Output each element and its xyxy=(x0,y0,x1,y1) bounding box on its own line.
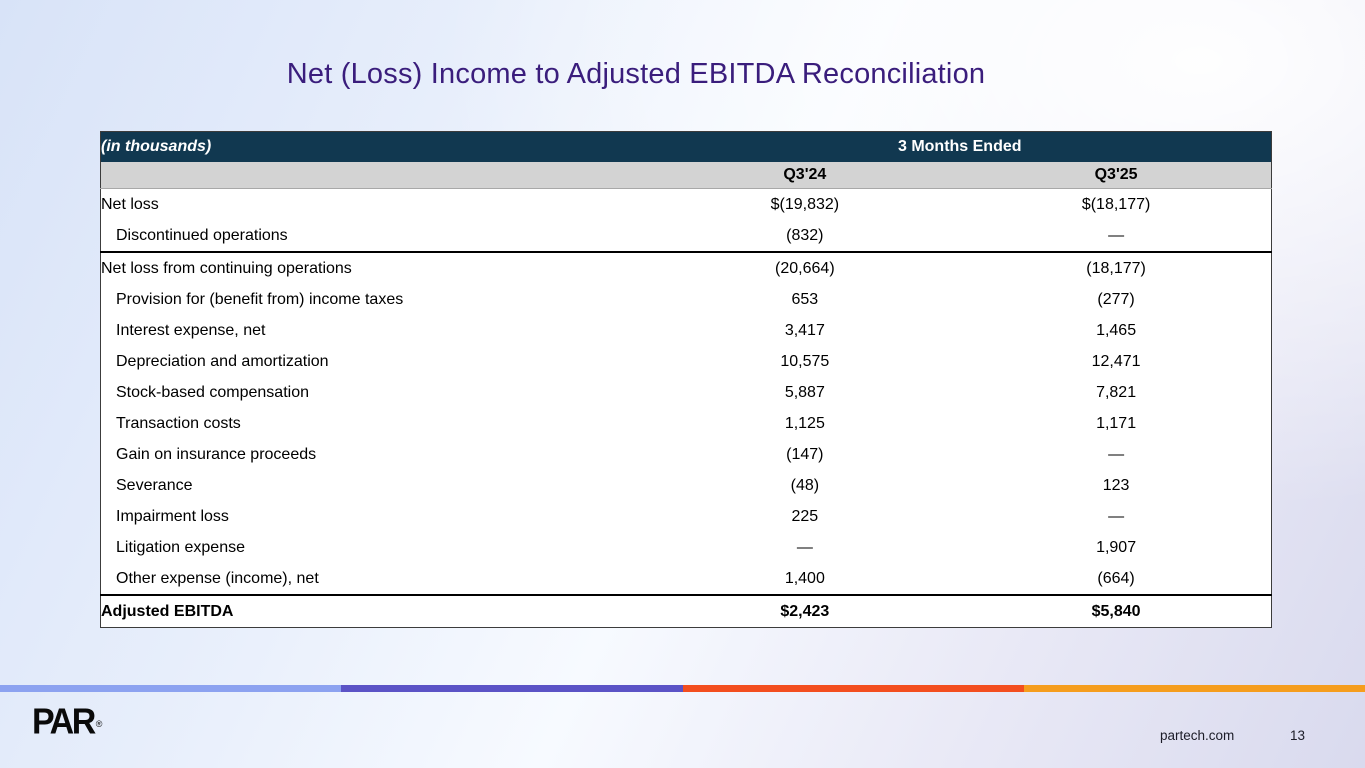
value-q324: — xyxy=(648,532,962,563)
value-q325: 1,171 xyxy=(961,408,1272,439)
value-q325: — xyxy=(961,220,1272,253)
value-q324: (20,664) xyxy=(648,252,962,284)
value-q325: (277) xyxy=(961,284,1272,315)
empty-header-cell xyxy=(100,162,649,189)
value-q325: 12,471 xyxy=(961,346,1272,377)
table-row: Depreciation and amortization 10,575 12,… xyxy=(100,346,1272,377)
table-row: Other expense (income), net 1,400 (664) xyxy=(100,563,1272,596)
footer-accent-stripe xyxy=(0,685,1365,692)
table-row: Severance (48) 123 xyxy=(100,470,1272,501)
table-column-header-row: Q3'24 Q3'25 xyxy=(100,162,1272,189)
value-q324: 1,400 xyxy=(648,563,962,596)
value-q325: $5,840 xyxy=(961,595,1272,628)
value-q324: $(19,832) xyxy=(648,188,962,220)
row-label: Gain on insurance proceeds xyxy=(100,439,649,470)
row-label: Transaction costs xyxy=(100,408,649,439)
page-title: Net (Loss) Income to Adjusted EBITDA Rec… xyxy=(286,58,986,90)
reconciliation-table: (in thousands) 3 Months Ended Q3'24 Q3'2… xyxy=(100,131,1272,628)
value-q324: 5,887 xyxy=(648,377,962,408)
value-q324: $2,423 xyxy=(648,595,962,628)
stripe-segment-purple xyxy=(341,685,683,692)
table-row: Provision for (benefit from) income taxe… xyxy=(100,284,1272,315)
value-q325: — xyxy=(961,501,1272,532)
table-header-row: (in thousands) 3 Months Ended xyxy=(100,131,1272,162)
value-q324: 1,125 xyxy=(648,408,962,439)
row-label: Adjusted EBITDA xyxy=(100,595,649,628)
value-q325: 1,465 xyxy=(961,315,1272,346)
row-label: Provision for (benefit from) income taxe… xyxy=(100,284,649,315)
table-row: Net loss $(19,832) $(18,177) xyxy=(100,188,1272,220)
column-header-q324: Q3'24 xyxy=(648,162,962,189)
value-q325: (18,177) xyxy=(961,252,1272,284)
row-label: Net loss from continuing operations xyxy=(100,252,649,284)
row-label: Stock-based compensation xyxy=(100,377,649,408)
period-header: 3 Months Ended xyxy=(648,131,1272,162)
value-q324: 10,575 xyxy=(648,346,962,377)
row-label: Depreciation and amortization xyxy=(100,346,649,377)
table-row: Litigation expense — 1,907 xyxy=(100,532,1272,563)
stripe-segment-orange-red xyxy=(682,685,1024,692)
row-label: Impairment loss xyxy=(100,501,649,532)
value-q324: (147) xyxy=(648,439,962,470)
table-row: Stock-based compensation 5,887 7,821 xyxy=(100,377,1272,408)
par-logo: PAR ® xyxy=(32,702,103,742)
value-q325: $(18,177) xyxy=(961,188,1272,220)
par-logo-text: PAR xyxy=(32,702,96,742)
table-row: Gain on insurance proceeds (147) — xyxy=(100,439,1272,470)
row-label: Severance xyxy=(100,470,649,501)
row-label: Discontinued operations xyxy=(100,220,649,253)
website-text: partech.com xyxy=(1160,728,1235,743)
row-label: Net loss xyxy=(100,188,649,220)
value-q325: (664) xyxy=(961,563,1272,596)
table-row: Transaction costs 1,125 1,171 xyxy=(100,408,1272,439)
table-row: Discontinued operations (832) — xyxy=(100,220,1272,253)
value-q324: 225 xyxy=(648,501,962,532)
unit-label: (in thousands) xyxy=(100,131,649,162)
value-q324: 3,417 xyxy=(648,315,962,346)
stripe-segment-orange xyxy=(1023,685,1365,692)
page-number: 13 xyxy=(1289,728,1305,743)
row-label: Litigation expense xyxy=(100,532,649,563)
registered-trademark-icon: ® xyxy=(95,718,103,730)
value-q325: 123 xyxy=(961,470,1272,501)
value-q325: 1,907 xyxy=(961,532,1272,563)
table-row: Impairment loss 225 — xyxy=(100,501,1272,532)
footer-info: partech.com 13 xyxy=(1160,728,1305,743)
table-row-adjusted-ebitda: Adjusted EBITDA $2,423 $5,840 xyxy=(100,595,1272,628)
value-q324: (832) xyxy=(648,220,962,253)
table-row: Interest expense, net 3,417 1,465 xyxy=(100,315,1272,346)
row-label: Interest expense, net xyxy=(100,315,649,346)
value-q325: 7,821 xyxy=(961,377,1272,408)
value-q325: — xyxy=(961,439,1272,470)
value-q324: (48) xyxy=(648,470,962,501)
column-header-q325: Q3'25 xyxy=(961,162,1272,189)
table-row: Net loss from continuing operations (20,… xyxy=(100,252,1272,284)
stripe-segment-periwinkle xyxy=(0,685,342,692)
row-label: Other expense (income), net xyxy=(100,563,649,596)
value-q324: 653 xyxy=(648,284,962,315)
